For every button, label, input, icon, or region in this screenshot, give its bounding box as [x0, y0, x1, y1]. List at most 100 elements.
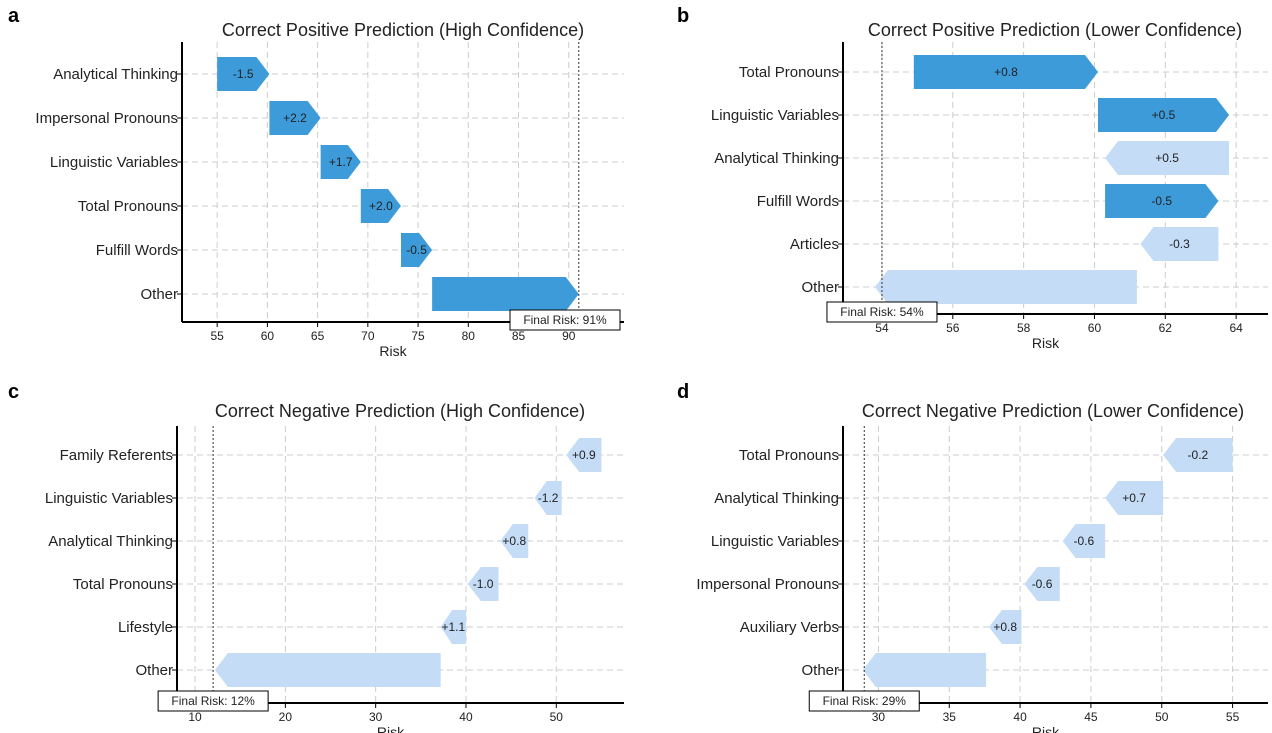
x-tick-label: 80 — [462, 329, 476, 343]
x-tick-label: 70 — [361, 329, 375, 343]
category-label: Family Referents — [60, 447, 173, 464]
waterfall-bar — [1105, 141, 1230, 175]
x-tick-label: 40 — [459, 710, 473, 724]
chart-title: Correct Positive Prediction (Lower Confi… — [868, 20, 1242, 40]
waterfall-bar — [1105, 481, 1164, 515]
x-tick-label: 56 — [946, 321, 960, 335]
category-label: Analytical Thinking — [714, 150, 839, 167]
category-label: Total Pronouns — [739, 64, 839, 81]
final-risk-label: Final Risk: 12% — [171, 694, 255, 708]
category-label: Linguistic Variables — [711, 107, 839, 124]
x-tick-label: 50 — [1155, 710, 1169, 724]
x-tick-label: 45 — [1084, 710, 1098, 724]
x-tick-label: 55 — [1226, 710, 1240, 724]
final-risk-box — [808, 690, 920, 712]
waterfall-bar — [874, 270, 1137, 304]
bar-value-label: -0.5 — [406, 243, 427, 257]
x-tick-label: 55 — [210, 329, 224, 343]
category-label: Other — [801, 279, 839, 296]
x-tick-label: 50 — [550, 710, 564, 724]
category-label: Other — [801, 662, 839, 679]
x-tick-label: 62 — [1159, 321, 1173, 335]
panel-letter: c — [8, 381, 19, 403]
category-label: Fulfill Words — [757, 193, 839, 210]
bar-value-label: +0.9 — [572, 448, 596, 462]
panel-letter: a — [8, 5, 20, 27]
bar-value-label: +0.7 — [1122, 491, 1146, 505]
category-label: Linguistic Variables — [50, 154, 178, 171]
category-label: Total Pronouns — [78, 198, 178, 215]
x-tick-label: 30 — [369, 710, 383, 724]
x-tick-label: 60 — [261, 329, 275, 343]
category-label: Analytical Thinking — [714, 490, 839, 507]
x-axis-label: Risk — [377, 724, 405, 733]
waterfall-bar — [214, 653, 441, 687]
waterfall-bar — [432, 277, 579, 311]
waterfall-bar — [320, 145, 361, 179]
category-label: Lifestyle — [118, 619, 173, 636]
chart-title: Correct Positive Prediction (High Confid… — [222, 20, 584, 40]
x-axis-label: Risk — [379, 343, 407, 359]
final-risk-box — [509, 309, 621, 331]
bar-value-label: -0.6 — [1032, 577, 1053, 591]
x-tick-label: 54 — [875, 321, 889, 335]
waterfall-bar — [269, 101, 321, 135]
waterfall-bar — [534, 481, 562, 515]
final-risk-box — [826, 301, 938, 323]
final-risk-label: Final Risk: 91% — [523, 313, 607, 327]
bar-value-label: -1.0 — [473, 577, 494, 591]
waterfall-bar — [1024, 567, 1060, 601]
bar-value-label: +0.5 — [1155, 151, 1179, 165]
x-tick-label: 40 — [1013, 710, 1027, 724]
category-label: Linguistic Variables — [45, 490, 173, 507]
waterfall-bar — [913, 55, 1098, 89]
waterfall-bar — [217, 57, 270, 91]
x-tick-label: 58 — [1017, 321, 1031, 335]
waterfall-bar — [360, 189, 401, 223]
x-tick-label: 35 — [943, 710, 957, 724]
bar-value-label: -0.2 — [1188, 448, 1209, 462]
x-tick-label: 60 — [1088, 321, 1102, 335]
bar-value-label: -0.3 — [1169, 237, 1190, 251]
waterfall-bar — [1098, 98, 1230, 132]
waterfall-bar — [566, 438, 602, 472]
bar-value-label: +1.7 — [329, 155, 353, 169]
x-tick-label: 90 — [562, 329, 576, 343]
category-label: Analytical Thinking — [48, 533, 173, 550]
category-label: Impersonal Pronouns — [35, 110, 178, 127]
panel-letter: d — [677, 381, 689, 403]
bar-value-label: -1.2 — [538, 491, 559, 505]
waterfall-bar — [400, 233, 433, 267]
category-label: Other — [140, 286, 178, 303]
waterfall-bar — [500, 524, 529, 558]
bar-value-label: +0.8 — [502, 534, 526, 548]
category-label: Analytical Thinking — [53, 66, 178, 83]
bar-value-label: +2.2 — [283, 111, 307, 125]
bar-value-label: -1.5 — [233, 67, 254, 81]
x-tick-label: 64 — [1229, 321, 1243, 335]
category-label: Linguistic Variables — [711, 533, 839, 550]
x-tick-label: 10 — [188, 710, 202, 724]
waterfall-bar — [988, 610, 1022, 644]
waterfall-bar — [1140, 227, 1219, 261]
category-label: Other — [135, 662, 173, 679]
x-axis-label: Risk — [1032, 335, 1060, 351]
bar-value-label: +0.8 — [993, 620, 1017, 634]
bar-value-label: -0.5 — [1151, 194, 1172, 208]
x-tick-label: 20 — [279, 710, 293, 724]
bar-value-label: +2.0 — [369, 199, 393, 213]
category-label: Total Pronouns — [73, 576, 173, 593]
x-tick-label: 30 — [872, 710, 886, 724]
chart-title: Correct Negative Prediction (High Confid… — [215, 401, 585, 421]
waterfall-bar — [440, 610, 466, 644]
category-label: Total Pronouns — [739, 447, 839, 464]
bar-value-label: +0.5 — [1152, 108, 1176, 122]
waterfall-bar — [1062, 524, 1106, 558]
final-risk-label: Final Risk: 54% — [840, 305, 924, 319]
category-label: Articles — [790, 236, 839, 253]
bar-value-label: +0.8 — [994, 65, 1018, 79]
category-label: Impersonal Pronouns — [696, 576, 839, 593]
waterfall-bar — [467, 567, 499, 601]
final-risk-box — [157, 690, 269, 712]
